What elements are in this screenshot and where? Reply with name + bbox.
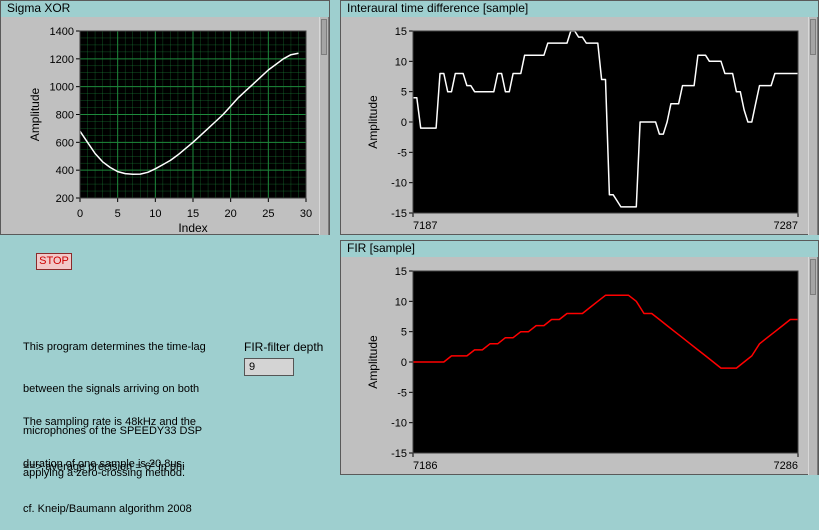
description-line: This program determines the time-lag	[23, 341, 206, 353]
y-axis-label: Amplitude	[366, 95, 380, 149]
sigma-xor-panel: Sigma XOR 1400 1200 1000 800 600 400 200 0 5 10 15…	[0, 0, 330, 235]
x-tick-label: 7186	[413, 460, 437, 472]
x-tick-label: 5	[115, 208, 121, 220]
y-tick-label: 1400	[50, 26, 74, 38]
x-tick-label: 0	[77, 208, 83, 220]
itd-scrollbar[interactable]	[808, 17, 818, 235]
y-tick-label: -15	[391, 448, 407, 460]
x-tick-label: 7286	[774, 460, 798, 472]
fir-depth-label: FIR-filter depth	[244, 340, 324, 354]
y-axis-label: Amplitude	[366, 335, 380, 389]
y-tick-label: 1000	[50, 82, 74, 94]
y-tick-label: 10	[395, 296, 407, 308]
y-tick-label: 800	[56, 110, 74, 122]
description-line: between the signals arriving on both	[23, 383, 200, 395]
sigma-xor-chart: 1400 1200 1000 800 600 400 200 0 5 10 15 20 25 30 Inde…	[1, 17, 319, 235]
fir-title: FIR [sample]	[341, 241, 818, 257]
description-paragraph-3: ==> average precision = 6° in phi cf. Kn…	[23, 432, 192, 530]
description-line: duration of one sample is 20.8us.	[23, 458, 186, 470]
fir-depth-input[interactable]: 9	[244, 358, 294, 376]
sigma-xor-scrollbar[interactable]	[319, 17, 329, 235]
y-tick-label: 1200	[50, 54, 74, 66]
plot-area	[413, 271, 798, 453]
y-tick-label: 5	[401, 327, 407, 339]
y-tick-label: 15	[395, 26, 407, 38]
x-tick-label: 15	[187, 208, 199, 220]
description-line: cf. Kneip/Baumann algorithm 2008	[23, 503, 192, 515]
itd-chart: 15 10 5 0 -5 -10 -15 7187 7287 Amplitude	[341, 17, 809, 235]
sigma-xor-title: Sigma XOR	[1, 1, 329, 17]
plot-frame	[412, 30, 799, 214]
plot-area	[413, 31, 798, 213]
x-tick-label: 25	[262, 208, 274, 220]
y-tick-label: -10	[391, 418, 407, 430]
y-tick-label: 15	[395, 266, 407, 278]
y-tick-label: -15	[391, 208, 407, 220]
x-tick-label: 10	[149, 208, 161, 220]
x-tick-label: 7287	[774, 220, 798, 232]
x-tick-label: 20	[225, 208, 237, 220]
y-tick-label: 0	[401, 357, 407, 369]
scrollbar-thumb[interactable]	[321, 19, 327, 55]
y-tick-label: -5	[397, 147, 407, 159]
y-tick-label: 5	[401, 87, 407, 99]
stop-button[interactable]: STOP	[36, 253, 72, 270]
y-tick-label: -5	[397, 387, 407, 399]
y-axis-label: Amplitude	[28, 88, 42, 142]
x-axis-label: Index	[178, 221, 207, 235]
series-line	[413, 294, 798, 369]
plot-frame	[412, 270, 799, 454]
y-tick-label: 10	[395, 56, 407, 68]
scrollbar-thumb[interactable]	[810, 259, 816, 295]
y-tick-label: 0	[401, 117, 407, 129]
plot-frame	[79, 30, 307, 199]
series-line	[413, 30, 798, 208]
fir-panel: FIR [sample] 151050-5-10-1571867286TimeA…	[340, 240, 819, 475]
description-line: ==> average precision = 6° in phi	[23, 461, 185, 473]
description-line: The sampling rate is 48kHz and the	[23, 416, 197, 428]
y-tick-label: -10	[391, 178, 407, 190]
y-tick-label: 600	[56, 137, 74, 149]
description-paragraph-2: The sampling rate is 48kHz and the durat…	[23, 387, 196, 485]
y-tick-label: 400	[56, 165, 74, 177]
description-line: microphones of the SPEEDY33 DSP	[23, 425, 203, 437]
itd-panel: Interaural time difference [sample] 15 10…	[340, 0, 819, 235]
fir-scrollbar[interactable]	[808, 257, 818, 475]
x-tick-label: 30	[300, 208, 312, 220]
series-line	[79, 52, 299, 176]
itd-title: Interaural time difference [sample]	[341, 1, 818, 17]
x-tick-label: 7187	[413, 220, 437, 232]
scrollbar-thumb[interactable]	[810, 19, 816, 55]
y-tick-label: 200	[56, 193, 74, 205]
